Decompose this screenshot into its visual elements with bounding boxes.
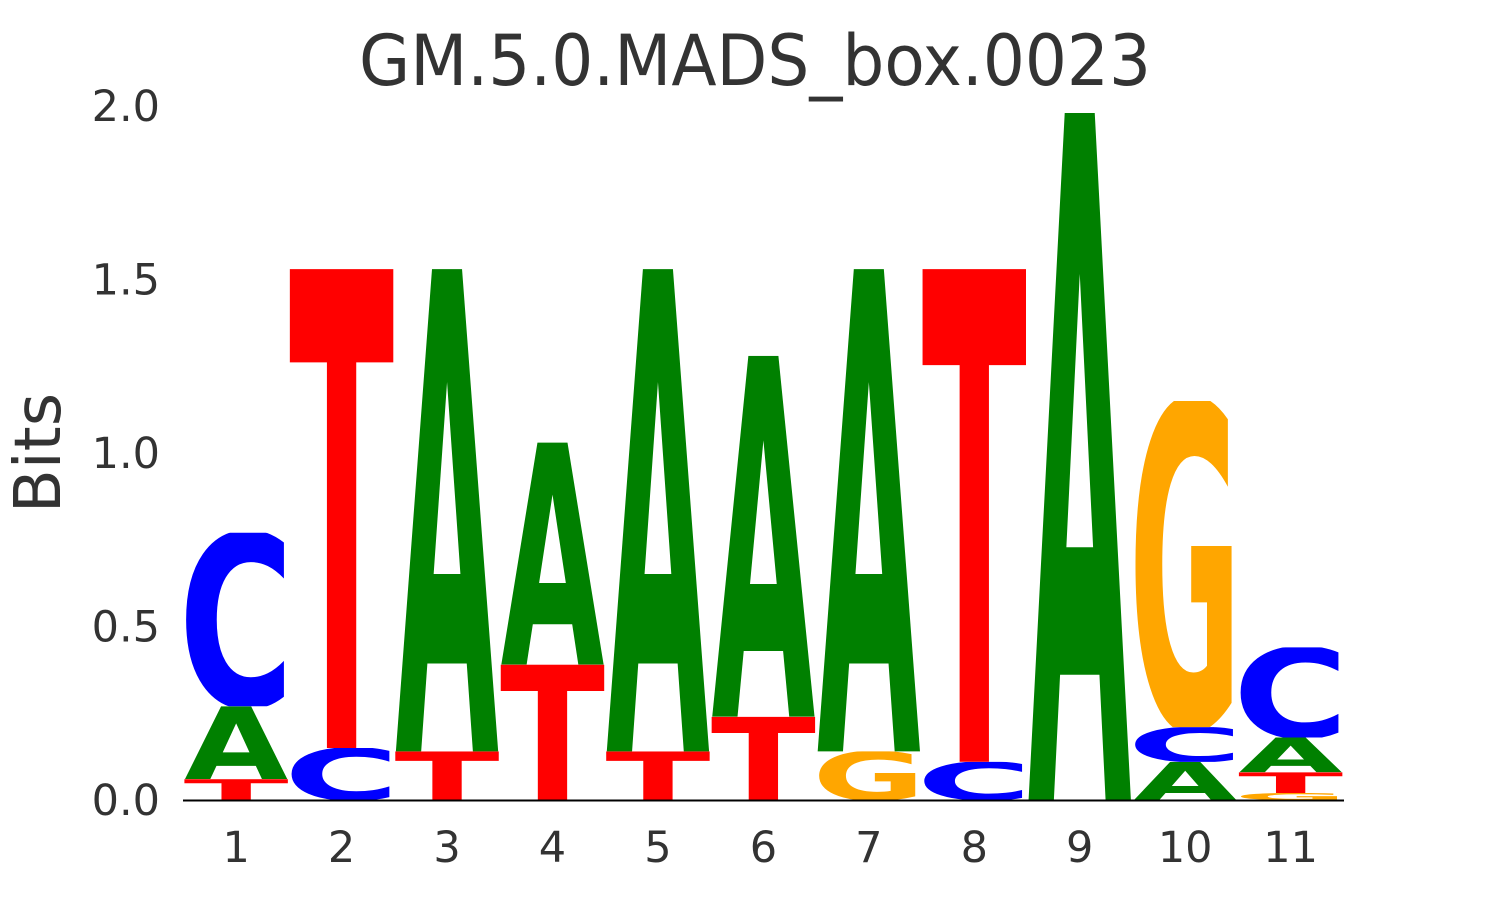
logo-letter-T-pos-3: T <box>394 739 501 816</box>
logo-letter-glyph-C: C <box>1233 623 1349 767</box>
x-tick-label-6: 6 <box>750 823 777 873</box>
logo-letter-A-pos-4: A <box>501 382 605 737</box>
logo-column-9: A <box>1028 0 1133 900</box>
logo-letter-A-pos-11: A <box>1239 728 1343 783</box>
logo-column-2: CT <box>284 138 400 900</box>
logo-letter-T-pos-2: T <box>288 138 395 900</box>
logo-letter-glyph-C: C <box>916 751 1032 812</box>
logo-letter-glyph-C: C <box>1127 718 1243 773</box>
logo-column-6: TA <box>710 257 817 834</box>
logo-letter-glyph-A: A <box>606 137 711 900</box>
x-tick-label-7: 7 <box>855 823 882 873</box>
logo-letter-A-pos-6: A <box>712 257 817 834</box>
y-tick-labels: 0.0 0.5 1.0 1.5 2.0 <box>92 82 160 826</box>
logo-letter-A-pos-7: A <box>817 137 922 900</box>
logo-letter-G-pos-10: G <box>1129 314 1242 834</box>
logo-letter-C-pos-2: C <box>284 733 400 816</box>
logo-letter-T-pos-6: T <box>710 695 816 828</box>
logo-letter-glyph-T: T <box>183 774 289 807</box>
y-tick-label-0.5: 0.5 <box>92 603 160 653</box>
logo-letter-A-pos-5: A <box>606 137 711 900</box>
logo-letter-glyph-A: A <box>1028 0 1133 900</box>
x-tick-label-8: 8 <box>961 823 988 873</box>
logo-letter-C-pos-11: C <box>1233 623 1349 767</box>
logo-column-5: TA <box>605 137 712 900</box>
logo-column-10: ACG <box>1127 314 1243 834</box>
logo-letter-T-pos-8: T <box>921 135 1028 900</box>
x-tick-label-4: 4 <box>539 823 566 873</box>
logo-column-1: TAC <box>178 486 294 807</box>
logo-letter-glyph-C: C <box>178 486 294 763</box>
y-tick-label-1.0: 1.0 <box>92 429 160 479</box>
logo-column-7: GA <box>812 137 925 900</box>
logo-letter-glyph-C: C <box>284 733 400 816</box>
logo-column-3: TA <box>394 137 501 900</box>
logo-letter-glyph-A: A <box>1133 752 1237 813</box>
logo-letter-T-pos-5: T <box>605 739 712 816</box>
logo-letter-glyph-G: G <box>1234 791 1347 802</box>
logo-letter-glyph-A: A <box>712 257 817 834</box>
logo-letter-glyph-A: A <box>395 137 500 900</box>
x-tick-label-2: 2 <box>328 823 355 873</box>
logo-letter-G-pos-7: G <box>812 738 925 816</box>
x-tick-labels: 1 2 3 4 5 6 7 8 9 10 11 <box>222 823 1318 873</box>
x-tick-label-1: 1 <box>222 823 249 873</box>
logo-letter-A-pos-9: A <box>1028 0 1133 900</box>
logo-letter-glyph-A: A <box>1239 728 1343 783</box>
x-tick-label-11: 11 <box>1263 823 1318 873</box>
logo-letter-T-pos-4: T <box>499 629 605 844</box>
y-tick-label-2.0: 2.0 <box>92 82 160 132</box>
y-tick-label-0.0: 0.0 <box>92 776 160 826</box>
logo-letter-C-pos-1: C <box>178 486 294 763</box>
logo-letter-A-pos-3: A <box>395 137 500 900</box>
logo-letter-glyph-G: G <box>1129 314 1242 834</box>
y-tick-label-1.5: 1.5 <box>92 256 160 306</box>
logo-letter-glyph-G: G <box>812 738 925 816</box>
logo-letter-T-pos-11: T <box>1237 767 1343 800</box>
logo-column-4: TA <box>499 382 605 844</box>
logo-letter-A-pos-10: A <box>1133 752 1237 813</box>
logo-letter-C-pos-10: C <box>1127 718 1243 773</box>
logo-letter-G-pos-11: G <box>1234 791 1347 802</box>
logo-letter-glyph-T: T <box>499 629 605 844</box>
logo-letter-glyph-T: T <box>288 138 395 900</box>
logo-letter-glyph-A: A <box>817 137 922 900</box>
x-tick-label-9: 9 <box>1066 823 1093 873</box>
logo-letter-glyph-T: T <box>605 739 712 816</box>
logo-letter-glyph-A: A <box>184 686 288 803</box>
logo-letter-glyph-T: T <box>1237 767 1343 800</box>
logo-letter-T-pos-1: T <box>183 774 289 807</box>
logo-letter-glyph-T: T <box>394 739 501 816</box>
y-axis-label: Bits <box>2 393 76 513</box>
logo-letter-C-pos-8: C <box>916 751 1032 812</box>
x-tick-label-3: 3 <box>433 823 460 873</box>
x-tick-label-10: 10 <box>1158 823 1213 873</box>
logo-letter-glyph-A: A <box>501 382 605 737</box>
logo-letter-glyph-T: T <box>710 695 816 828</box>
logo-letter-glyph-T: T <box>921 135 1028 900</box>
x-tick-label-5: 5 <box>644 823 671 873</box>
logo-column-8: CT <box>916 135 1032 900</box>
chart-title: GM.5.0.MADS_box.0023 <box>359 20 1151 102</box>
logo-letter-A-pos-1: A <box>184 686 288 803</box>
